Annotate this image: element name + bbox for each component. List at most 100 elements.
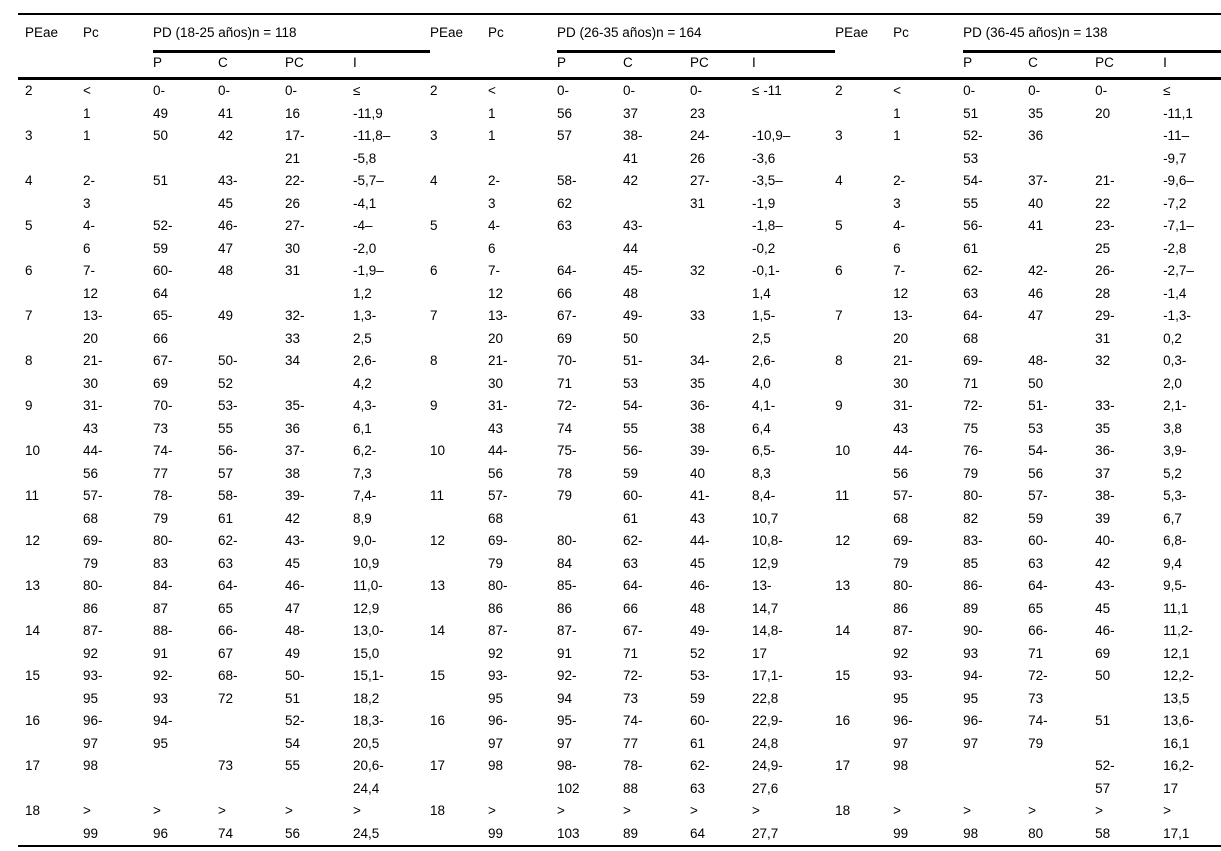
subcol-header-empty [18, 51, 83, 80]
cell-peae: 13 [25, 578, 41, 593]
cell-pd-p: 80- 83 [153, 533, 173, 571]
table-row: 2 < 1 0- 49 0- 41 0- 16 ≤ -11,9 2 < 1 0- 56 0- 37… [18, 79, 1221, 126]
cell-pd-p: 92- 93 [153, 668, 173, 706]
cell-pd-i: 22,9- 24,8 [752, 713, 783, 751]
cell-pd-i: -3,5– -1,9 [752, 173, 783, 211]
cell-pc: 69- 79 [893, 533, 913, 571]
cell-pd-c: 50- 52 [218, 353, 238, 391]
cell-pc: 87- 92 [893, 623, 913, 661]
cell-pd-p: 70- 71 [557, 353, 577, 391]
subcol-header-pc: PC [690, 51, 753, 80]
cell-pd-i: 5,3- 6,7 [1163, 488, 1187, 526]
cell-pd-pc: 33- 35 [1095, 398, 1115, 436]
cell-peae: 11 [835, 488, 850, 503]
cell-pd-pc: 34- 35 [690, 353, 710, 391]
cell-pd-c: 66- 71 [1028, 623, 1048, 661]
col-header-peae: PEae [835, 25, 869, 40]
cell-pc: 57- 68 [893, 488, 913, 526]
subcol-header-empty [488, 51, 558, 80]
cell-pd-p: 57 [557, 128, 573, 143]
cell-pd-c: 56- 59 [623, 443, 643, 481]
group-header-18-25: PD (18-25 años)n = 118 [153, 14, 431, 53]
cell-pd-pc: 0- 20 [1095, 83, 1111, 121]
cell-pd-c: 64- 65 [1028, 578, 1048, 616]
cell-peae: 9 [835, 398, 843, 413]
cell-pd-i: -1,9– 1,2 [353, 263, 384, 301]
cell-pc: 13- 20 [83, 308, 103, 346]
cell-pd-p: 74- 77 [153, 443, 173, 481]
cell-pd-p: 88- 91 [153, 623, 173, 661]
cell-pd-i: > 27,7 [752, 803, 779, 841]
table-row: 16 96- 97 94- 95 52- 54 18,3- 20,5 16 96- 97 95… [18, 710, 1221, 755]
table-row: 17 98 73 55 20,6- 24,4 17 98 98- 102 78- 88 62- 6… [18, 755, 1221, 800]
table-row: 12 69- 79 80- 83 62- 63 43- 45 9,0- 10,9 12 69-… [18, 530, 1221, 575]
cell-pc: 2- 3 [83, 173, 96, 211]
cell-pd-c: 43- 44 [623, 218, 643, 256]
cell-pc: 57- 68 [488, 488, 508, 526]
cell-pc: 21- 30 [893, 353, 913, 391]
cell-pd-i: ≤ -11,1 [1163, 83, 1193, 121]
cell-pd-i: 2,6- 4,0 [752, 353, 776, 391]
cell-pd-pc: 46- 48 [690, 578, 710, 616]
cell-pd-p: 0- 56 [557, 83, 573, 121]
cell-pd-p: 0- 51 [963, 83, 979, 121]
col-header-pc: Pc [893, 25, 909, 40]
cell-peae: 14 [835, 623, 851, 638]
cell-pd-i: -0,1- 1,4 [752, 263, 780, 301]
cell-pd-c: 78- 88 [623, 758, 643, 796]
cell-peae: 16 [430, 713, 446, 728]
cell-pc: 98 [83, 758, 99, 773]
cell-pd-p: 50 [153, 128, 169, 143]
cell-peae: 3 [430, 128, 438, 143]
cell-pc: 93- 95 [488, 668, 508, 706]
cell-pd-pc: 62- 63 [690, 758, 710, 796]
cell-pd-p: 96- 97 [963, 713, 983, 751]
subcol-header-i: I [752, 51, 836, 80]
cell-peae: 13 [430, 578, 446, 593]
cell-pd-p: 94- 95 [963, 668, 983, 706]
cell-pc: 69- 79 [488, 533, 508, 571]
cell-peae: 16 [835, 713, 851, 728]
cell-pc: > 99 [893, 803, 909, 841]
cell-pd-p: 78- 79 [153, 488, 173, 526]
cell-pd-pc: 50 [1095, 668, 1111, 683]
cell-pd-c: 60- 61 [623, 488, 643, 526]
table-row: 7 13- 20 65- 66 49 32- 33 1,3- 2,5 7 13- 20 67- … [18, 305, 1221, 350]
cell-pd-i: -2,7– -1,4 [1163, 263, 1194, 301]
subcol-header-empty [893, 51, 964, 80]
cell-pd-i: 10,8- 12,9 [752, 533, 783, 571]
cell-pc: 44- 56 [83, 443, 103, 481]
group-header-36-45: PD (36-45 años)n = 138 [963, 14, 1221, 53]
cell-pd-pc: 27- 31 [690, 173, 710, 211]
cell-pd-i: 7,4- 8,9 [353, 488, 377, 526]
cell-pd-i: ≤ -11 [752, 83, 782, 98]
cell-pd-p: > 103 [557, 803, 580, 841]
cell-pd-c [1028, 755, 1095, 800]
cell-pd-pc: 52- 57 [1095, 758, 1115, 796]
cell-pd-p: 63 [557, 218, 573, 233]
cell-peae: 2 [25, 83, 33, 98]
cell-pd-c: > 80 [1028, 803, 1044, 841]
cell-peae: 4 [25, 173, 33, 188]
cell-pd-pc: 40- 42 [1095, 533, 1115, 571]
cell-pd-i: 0,3- 2,0 [1163, 353, 1187, 391]
cell-pd-p: 58- 62 [557, 173, 577, 211]
cell-pd-p: 72- 74 [557, 398, 577, 436]
cell-pd-i: 12,2- 13,5 [1163, 668, 1194, 706]
cell-pd-pc: 37- 38 [285, 443, 305, 481]
cell-pd-pc: 32- 33 [285, 308, 305, 346]
cell-pd-pc: 31 [285, 263, 301, 278]
cell-pd-i: > 17,1 [1163, 803, 1190, 841]
cell-pd-c: 42 [218, 128, 234, 143]
cell-pd-p: 98- 102 [557, 758, 580, 796]
subcol-header-pc: PC [285, 51, 353, 80]
cell-pd-p: 67- 69 [557, 308, 577, 346]
cell-pd-c: 0- 37 [623, 83, 639, 121]
cell-peae: 18 [25, 803, 41, 818]
cell-pd-c: 67- 71 [623, 623, 643, 661]
table-row: 5 4- 6 52- 59 46- 47 27- 30 -4– -2,0 5 4- 6 63 43… [18, 215, 1221, 260]
cell-pd-pc: 39- 42 [285, 488, 305, 526]
cell-pd-pc: 21- 22 [1095, 173, 1115, 211]
cell-pc: > 99 [83, 803, 99, 841]
cell-pd-c: 64- 65 [218, 578, 238, 616]
